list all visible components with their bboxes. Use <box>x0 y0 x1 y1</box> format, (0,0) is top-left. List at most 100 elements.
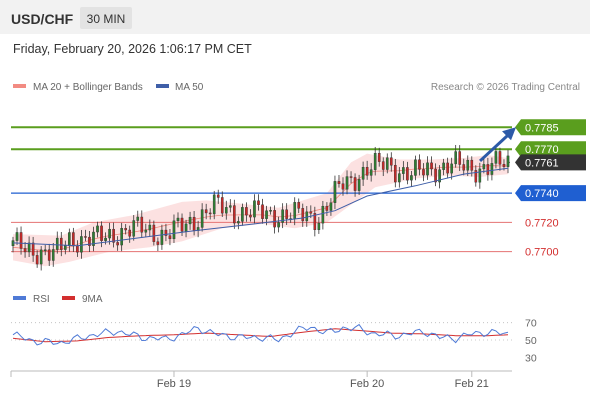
candle-body <box>470 159 474 171</box>
candle-body <box>51 249 55 261</box>
timeframe-button-bg[interactable] <box>80 7 132 29</box>
candle-body <box>389 157 393 166</box>
candle-body <box>64 245 67 250</box>
level-label: 0.7720 <box>525 217 559 229</box>
candle-body <box>394 165 397 183</box>
candle-body <box>43 249 47 251</box>
candle-body <box>341 183 345 190</box>
candle-body <box>309 211 313 214</box>
level-tag-pivot <box>515 185 586 202</box>
candle-body <box>237 221 240 224</box>
level-tag-resistance <box>515 141 586 158</box>
candle-body <box>108 228 111 239</box>
candle-body <box>249 214 252 218</box>
candle-body <box>140 216 144 233</box>
credit-text: Research © 2026 Trading Central <box>431 82 580 93</box>
level-tag-current <box>515 154 586 171</box>
ma9-legend-swatch <box>62 296 75 300</box>
candle-body <box>124 228 127 231</box>
candle-body <box>204 209 208 214</box>
candle-body <box>442 162 445 170</box>
candle-body <box>369 169 373 176</box>
candle-body <box>233 205 236 224</box>
candle-body <box>35 255 39 265</box>
forecast-arrow-shaft <box>479 132 512 163</box>
ma20-line <box>12 165 508 252</box>
candle-body <box>164 229 168 236</box>
candle-body <box>353 177 357 191</box>
x-tick-label: Feb 19 <box>157 378 191 390</box>
candle-body <box>490 163 494 175</box>
candle-body <box>446 162 449 174</box>
candle-body <box>466 159 470 171</box>
level-label: 0.7761 <box>525 157 559 169</box>
candle-body <box>80 236 83 253</box>
x-tick-label: Feb 20 <box>350 378 384 390</box>
candle-body <box>148 224 152 231</box>
candle-body <box>406 167 409 181</box>
candle-body <box>402 167 405 174</box>
candle-body <box>498 151 502 165</box>
candle-body <box>321 205 325 224</box>
level-label: 0.7770 <box>525 144 559 156</box>
rsi-pane: RSI 9MA 70 50 30 <box>11 294 537 364</box>
candle-body <box>88 236 91 246</box>
candle-body <box>224 207 228 214</box>
candle-body <box>277 222 280 228</box>
ma20-legend-swatch <box>13 84 26 88</box>
candle-body <box>301 208 305 222</box>
candle-body <box>47 249 51 261</box>
candle-body <box>144 229 148 233</box>
forecast-arrow <box>479 127 517 163</box>
candle-body <box>494 151 498 164</box>
candle-body <box>450 163 453 174</box>
bollinger-band <box>13 153 508 267</box>
candle-body <box>426 162 429 176</box>
candle-body <box>192 216 196 231</box>
candle-body <box>345 176 349 190</box>
candle-body <box>23 248 27 253</box>
candle-body <box>229 205 232 208</box>
candle-body <box>31 242 35 256</box>
candle-body <box>438 169 441 183</box>
timeframe-button[interactable]: 30 MIN <box>87 12 126 26</box>
candle-body <box>152 224 156 242</box>
candle-body <box>329 202 333 211</box>
candle-body <box>76 245 79 253</box>
candle-body <box>220 197 224 214</box>
candle-body <box>418 159 421 170</box>
candle-body <box>180 217 184 232</box>
datetime-label: Friday, February 20, 2026 1:06:17 PM CET <box>13 42 252 56</box>
ma50-line <box>12 167 509 247</box>
rsi-tick-label: 50 <box>525 335 537 347</box>
level-label: 0.7785 <box>525 122 559 134</box>
candle-body <box>19 232 23 249</box>
symbol-title: USD/CHF <box>11 11 74 27</box>
ma20-legend-label: MA 20 + Bollinger Bands <box>33 82 143 93</box>
candle-body <box>188 216 192 225</box>
candle-body <box>285 209 288 219</box>
candle-body <box>68 232 71 246</box>
candle-body <box>434 168 437 183</box>
rsi-tick-label: 30 <box>525 352 537 364</box>
candle-body <box>325 205 329 211</box>
ma50-legend-label: MA 50 <box>175 82 204 93</box>
candle-body <box>474 170 478 183</box>
candle-body <box>281 209 284 223</box>
candle-body <box>482 164 486 170</box>
candle-body <box>357 179 361 191</box>
candle-body <box>373 153 377 170</box>
candle-body <box>176 217 180 222</box>
candle-body <box>385 157 389 170</box>
candle-body <box>59 237 63 250</box>
candle-body <box>128 229 132 237</box>
candle-body <box>112 228 115 243</box>
candle-body <box>184 223 188 232</box>
candle-body <box>486 164 490 175</box>
candle-body <box>27 242 31 253</box>
candle-body <box>200 209 204 228</box>
candle-body <box>458 151 462 165</box>
rsi-legend-label: RSI <box>33 294 50 305</box>
